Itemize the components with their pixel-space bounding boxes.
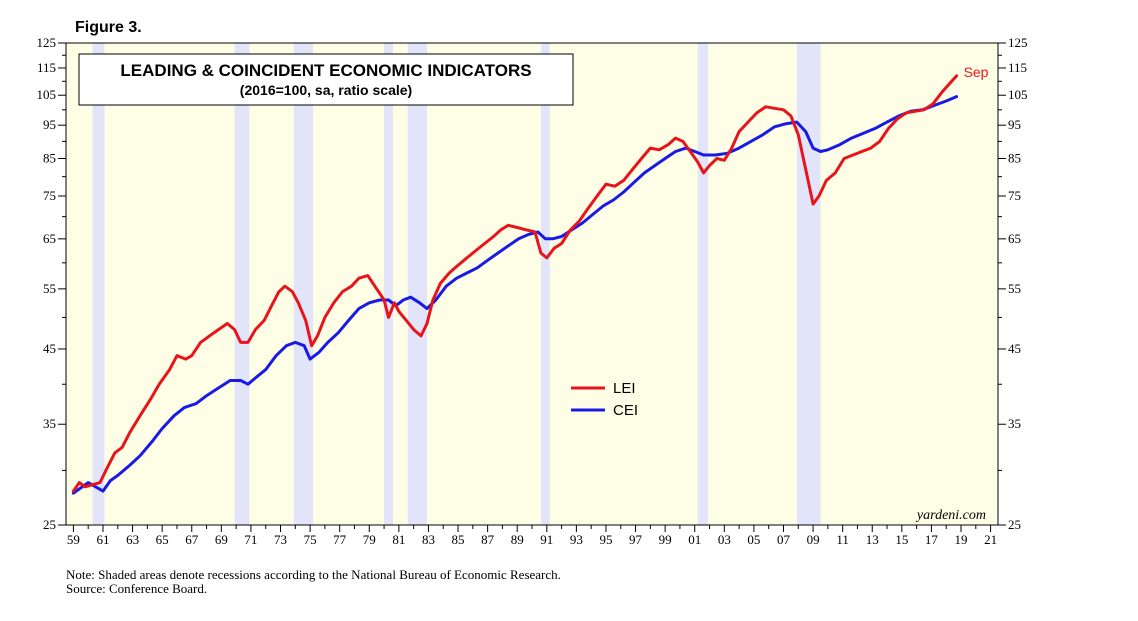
plot-background [66, 43, 998, 525]
series-layer: Sep [71, 64, 989, 495]
y-tick-label-left: 85 [43, 150, 56, 165]
x-tick-label: 91 [540, 532, 553, 547]
x-tick-label: 87 [481, 532, 495, 547]
y-tick-label-left: 95 [43, 117, 56, 132]
x-tick-label: 15 [895, 532, 908, 547]
y-tick-label-right: 115 [1008, 60, 1027, 75]
x-tick-label: 69 [215, 532, 228, 547]
y-tick-label-left: 125 [37, 35, 57, 50]
x-tick-label: 93 [570, 532, 583, 547]
y-tick-label-left: 75 [43, 188, 56, 203]
recession-band [796, 43, 821, 525]
y-tick-label-right: 85 [1008, 150, 1021, 165]
x-tick-label: 21 [984, 532, 997, 547]
x-tick-label: 97 [629, 532, 643, 547]
y-tick-label-right: 125 [1008, 35, 1028, 50]
y-tick-label-right: 75 [1008, 188, 1021, 203]
x-tick-label: 03 [718, 532, 731, 547]
y-tick-label-right: 105 [1008, 87, 1028, 102]
title-box-frame [78, 53, 574, 106]
recession-bands [92, 43, 821, 525]
y-tick-label-right: 25 [1008, 517, 1021, 532]
watermark: yardeni.com [915, 508, 986, 523]
x-tick-label: 83 [422, 532, 435, 547]
x-tick-label: 79 [363, 532, 376, 547]
x-tick-label: 95 [599, 532, 612, 547]
y-tick-label-left: 35 [43, 416, 56, 431]
x-tick-label: 67 [185, 532, 199, 547]
x-tick-label: 63 [126, 532, 139, 547]
recession-band [407, 43, 427, 525]
x-tick-label: 13 [866, 532, 879, 547]
y-tick-label-right: 35 [1008, 416, 1021, 431]
y-tick-label-left: 25 [43, 517, 56, 532]
chart-subtitle: (2016=100, sa, ratio scale) [240, 82, 412, 98]
footnote: Note: Shaded areas denote recessions acc… [66, 567, 561, 582]
recession-band [384, 43, 393, 525]
x-tick-label: 05 [747, 532, 760, 547]
x-tick-label: 19 [955, 532, 968, 547]
legend-label-lei: LEI [613, 380, 636, 397]
y-tick-label-right: 65 [1008, 231, 1021, 246]
x-tick-label: 77 [333, 532, 347, 547]
recession-band [540, 43, 550, 525]
x-tick-label: 81 [392, 532, 405, 547]
x-tick-label: 75 [304, 532, 317, 547]
legend-label-cei: CEI [613, 402, 638, 419]
x-tick-label: 73 [274, 532, 287, 547]
series-line-lei [71, 74, 959, 493]
x-tick-label: 71 [244, 532, 257, 547]
x-tick-label: 85 [452, 532, 465, 547]
x-tick-label: 07 [777, 532, 791, 547]
recession-band [92, 43, 105, 525]
y-tick-label-left: 65 [43, 231, 56, 246]
x-tick-label: 11 [836, 532, 849, 547]
y-tick-label-left: 105 [37, 87, 57, 102]
series-end-label: Sep [964, 64, 989, 80]
series-line-cei [71, 95, 959, 495]
figure-label: Figure 3. [75, 19, 142, 36]
x-tick-label: 61 [96, 532, 109, 547]
legend: LEI CEI [571, 380, 638, 419]
title-box: LEADING & COINCIDENT ECONOMIC INDICATORS… [78, 53, 574, 106]
recession-band [234, 43, 250, 525]
y-tick-label-right: 45 [1008, 341, 1021, 356]
axis-ticks: 25 25 35 35 45 45 55 55 65 65 75 75 85 85 95 95 105 105 11… [37, 35, 1028, 547]
chart-title: LEADING & COINCIDENT ECONOMIC INDICATORS [120, 61, 531, 80]
x-tick-label: 17 [925, 532, 939, 547]
x-tick-label: 65 [156, 532, 169, 547]
source-note: Source: Conference Board. [66, 581, 207, 596]
recession-band [293, 43, 314, 525]
y-tick-label-left: 55 [43, 281, 56, 296]
x-tick-label: 09 [807, 532, 820, 547]
y-tick-label-right: 55 [1008, 281, 1021, 296]
y-tick-label-right: 95 [1008, 117, 1021, 132]
x-tick-label: 89 [511, 532, 524, 547]
y-tick-label-left: 45 [43, 341, 56, 356]
y-tick-label-left: 115 [37, 60, 56, 75]
x-tick-label: 59 [67, 532, 80, 547]
x-tick-label: 01 [688, 532, 701, 547]
x-tick-label: 99 [659, 532, 672, 547]
recession-band [697, 43, 709, 525]
